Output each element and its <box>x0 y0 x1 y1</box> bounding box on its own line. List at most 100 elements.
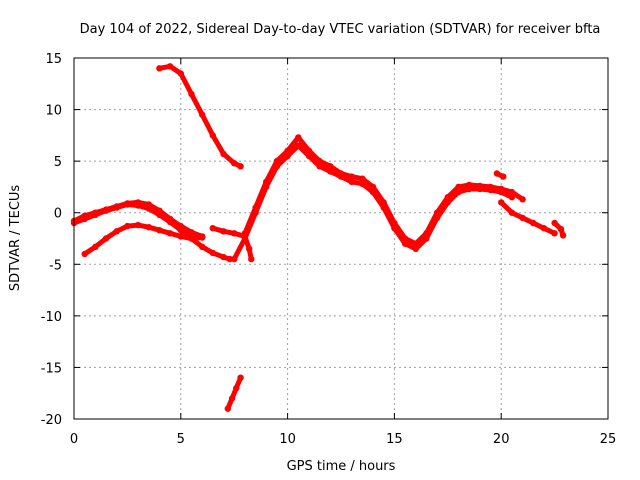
data-point <box>124 222 131 230</box>
data-point <box>81 250 88 258</box>
data-point <box>508 209 516 216</box>
data-point <box>530 219 537 227</box>
data-point <box>237 374 244 381</box>
data-point <box>305 147 313 154</box>
data-point <box>177 70 184 77</box>
data-point <box>498 199 505 206</box>
chart-title: Day 104 of 2022, Sidereal Day-to-day VTE… <box>80 22 601 37</box>
data-point <box>145 224 152 231</box>
data-point <box>248 255 255 263</box>
data-point <box>209 132 216 139</box>
data-point <box>124 200 131 207</box>
data-point <box>337 170 345 177</box>
data-point <box>220 150 227 158</box>
data-point <box>401 235 409 242</box>
data-point <box>220 228 227 235</box>
axis-ticks <box>73 57 609 420</box>
x-axis-label: GPS time / hours <box>287 459 396 474</box>
data-point <box>295 142 302 149</box>
data-point <box>284 147 291 154</box>
data-point <box>81 212 88 219</box>
data-point <box>246 245 253 252</box>
data-point <box>231 255 238 263</box>
x-tick-label: 5 <box>177 432 185 447</box>
plot-series <box>70 63 567 412</box>
data-point <box>156 207 163 214</box>
data-point <box>252 204 259 211</box>
data-point <box>134 221 142 229</box>
data-point <box>327 163 334 170</box>
data-point <box>102 235 110 242</box>
y-tick-label: 15 <box>45 52 62 67</box>
data-point <box>433 209 441 216</box>
x-tick-label: 0 <box>70 432 78 447</box>
data-point <box>156 65 163 72</box>
data-point <box>316 163 323 170</box>
data-point <box>380 199 387 206</box>
y-tick-label: 5 <box>54 155 62 170</box>
data-point <box>145 201 152 208</box>
x-tick-label: 25 <box>600 432 617 447</box>
data-point <box>295 134 302 141</box>
data-point <box>559 232 567 239</box>
data-point <box>102 206 110 213</box>
y-axis-label: SDTVAR / TECUs <box>8 185 23 292</box>
data-point <box>241 230 249 237</box>
data-point <box>199 111 206 118</box>
data-point <box>444 194 451 201</box>
x-tick-label: 15 <box>386 432 403 447</box>
data-point <box>228 395 236 402</box>
data-point <box>134 199 142 206</box>
data-point <box>359 175 366 182</box>
y-tick-label: -5 <box>49 258 62 273</box>
data-point <box>519 196 526 203</box>
data-point <box>540 225 548 232</box>
series-track-e <box>225 375 244 412</box>
data-point <box>519 214 526 222</box>
data-point <box>233 384 240 392</box>
data-point <box>273 157 281 165</box>
data-point <box>498 185 505 193</box>
data-point <box>412 245 419 252</box>
data-point <box>224 405 231 412</box>
data-point <box>263 178 270 185</box>
y-tick-label: -15 <box>41 361 62 376</box>
data-point <box>177 222 184 230</box>
data-point <box>92 209 99 216</box>
data-point <box>551 219 558 227</box>
data-point <box>188 235 195 242</box>
data-point <box>231 160 238 167</box>
data-point <box>209 225 216 232</box>
data-point <box>220 253 227 261</box>
data-point <box>231 230 238 237</box>
data-point <box>348 173 355 180</box>
data-point <box>241 235 249 242</box>
data-point <box>391 219 398 227</box>
data-point <box>487 183 494 191</box>
y-tick-labels: -20 -15 -10 -5 0 5 10 15 <box>41 52 62 428</box>
data-point <box>493 170 501 177</box>
x-tick-label: 10 <box>279 432 296 447</box>
y-tick-label: -20 <box>41 413 62 428</box>
data-point <box>188 229 195 236</box>
data-point <box>476 182 483 190</box>
data-point <box>369 183 377 191</box>
data-point <box>156 227 163 234</box>
data-point <box>188 90 195 98</box>
data-point <box>209 249 216 257</box>
y-tick-label: 0 <box>54 207 62 222</box>
data-point <box>199 243 206 250</box>
plot-frame <box>73 57 609 420</box>
data-point <box>166 63 174 70</box>
data-point <box>199 234 206 241</box>
data-point <box>166 230 174 237</box>
x-tick-labels: 0 5 10 15 20 25 <box>70 432 616 447</box>
data-point <box>316 157 323 165</box>
data-point <box>92 243 99 250</box>
data-point <box>557 226 565 233</box>
data-point <box>177 233 184 240</box>
y-tick-label: -10 <box>41 310 62 325</box>
data-point <box>113 228 120 235</box>
data-point <box>455 183 462 191</box>
